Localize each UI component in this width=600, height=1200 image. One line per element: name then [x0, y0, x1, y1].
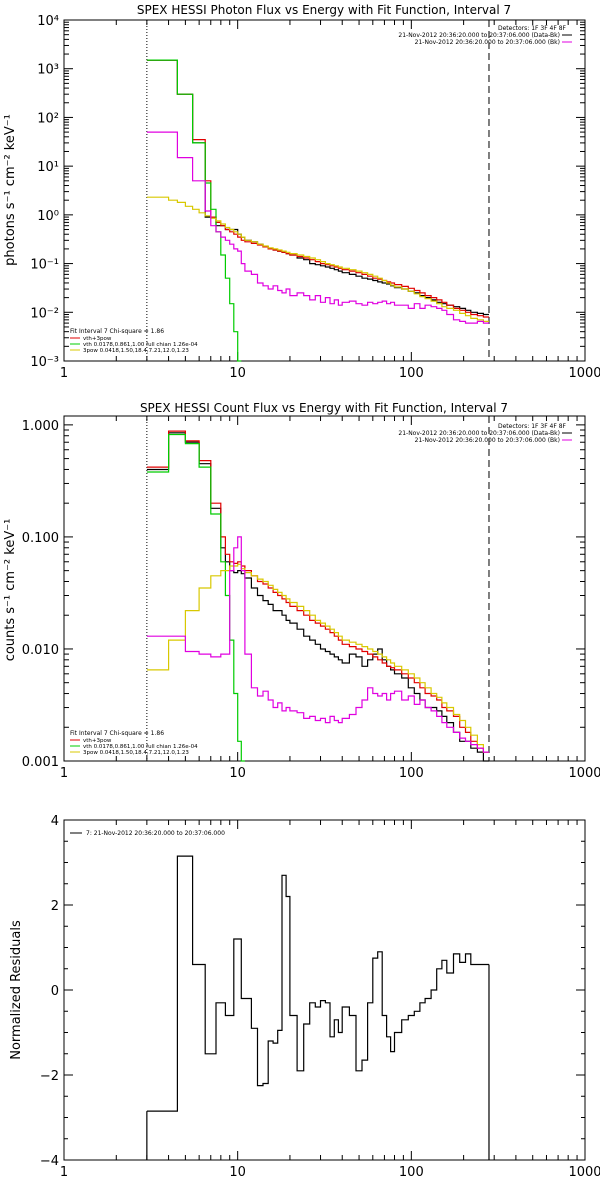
y-tick-label: 10² [37, 111, 59, 126]
photon-flux-legend-bottom-left: Fit Interval 7 Chi-square = 1.86 vth+3po… [70, 328, 198, 354]
y-tick-label: 10³ [37, 63, 59, 78]
x-tick-label: 100 [399, 1165, 424, 1180]
x-tick-label: 100 [399, 766, 424, 781]
count-legend-vth: vth 0.0178,0.861,1.00 full chian 1.26e-0… [83, 744, 198, 750]
count-flux-series [146, 430, 489, 762]
photon-flux-ticks: 1 10 100 1000 10⁻³ 10⁻² 10⁻¹ 10⁰ 10¹ 10² 10³ 10⁴ [30, 14, 600, 381]
photon-flux-series [146, 59, 489, 362]
residuals-plot-frame [63, 819, 586, 1161]
count-flux-ticks: 1 10 100 1000 0.001 0.010 0.100 1.000 [22, 416, 600, 781]
series-7-21-nov-2012-20-36-20-000-to-20-37-06-000 [146, 855, 489, 1112]
y-tick-label: 2 [51, 899, 59, 914]
series-vth-3pow [146, 430, 489, 753]
series-data-bk [146, 59, 489, 316]
photon-legend-fit-header: Fit Interval 7 Chi-square = 1.86 [70, 328, 164, 335]
y-tick-label: 10⁴ [37, 14, 59, 29]
photon-flux-panel: SPEX HESSI Photon Flux vs Energy with Fi… [3, 3, 600, 381]
y-tick-label: 10⁻² [30, 306, 59, 321]
count-legend-detectors: Detectors: 1F 3F 4F 8F [498, 423, 567, 430]
count-legend-bk: 21-Nov-2012 20:36:20.000 to 20:37:06.000… [415, 437, 560, 444]
count-legend-vth3pow: vth+3pow [83, 738, 112, 744]
x-tick-label: 10 [229, 366, 246, 381]
x-tick-label: 1 [60, 766, 68, 781]
y-tick-label: 10⁻³ [30, 355, 59, 370]
photon-legend-3pow: 3pow 0.0418,1.50,18.4,7.21,12.0,1.23 [83, 348, 189, 354]
photon-flux-ylabel: photons s⁻¹ cm⁻² keV⁻¹ [3, 114, 18, 266]
y-tick-label: 0 [51, 984, 59, 999]
x-tick-label: 10 [229, 766, 246, 781]
y-tick-label: 10⁰ [37, 209, 59, 224]
photon-flux-vlines [146, 20, 490, 361]
count-flux-title: SPEX HESSI Count Flux vs Energy with Fit… [140, 401, 508, 415]
series-vth [146, 433, 245, 762]
series-vth-3pow [146, 59, 489, 318]
series-data-bk [146, 432, 489, 762]
series-3pow [146, 563, 489, 753]
x-tick-label: 1 [60, 1165, 68, 1180]
count-flux-plot-frame [63, 415, 586, 762]
series-bk [146, 536, 489, 753]
residuals-series [146, 855, 490, 1160]
series-bk [146, 131, 489, 324]
series-vth [146, 59, 242, 362]
y-tick-label: 1.000 [22, 419, 59, 434]
x-tick-label: 1000 [568, 766, 600, 781]
photon-legend-vth3pow: vth+3pow [83, 336, 112, 342]
y-tick-label: 10¹ [37, 160, 59, 175]
count-legend-fit-header: Fit Interval 7 Chi-square = 1.86 [70, 730, 164, 737]
y-tick-label: −2 [40, 1069, 59, 1084]
photon-legend-detectors: Detectors: 1F 3F 4F 8F [498, 25, 567, 32]
photon-flux-title: SPEX HESSI Photon Flux vs Energy with Fi… [137, 3, 511, 17]
residuals-ticks: 1 10 100 1000 −4 −2 0 2 4 [40, 814, 600, 1180]
photon-legend-vth: vth 0.0178,0.861,1.00 full chian 1.26e-0… [83, 342, 198, 348]
photon-legend-data-bk: 21-Nov-2012 20:36:20.000 to 20:37:06.000… [398, 32, 560, 39]
x-tick-label: 1000 [568, 366, 600, 381]
count-flux-ylabel: counts s⁻¹ cm⁻² keV⁻¹ [3, 519, 18, 662]
residuals-panel: Normalized Residuals 1 10 100 1000 −4 −2 0 2 4 7… [9, 814, 600, 1180]
residuals-legend-label: 7: 21-Nov-2012 20:36:20.000 to 20:37:06.… [86, 830, 225, 837]
series-3pow [146, 196, 489, 322]
photon-legend-bk: 21-Nov-2012 20:36:20.000 to 20:37:06.000… [415, 39, 560, 46]
y-tick-label: −4 [40, 1154, 59, 1169]
y-tick-label: 0.001 [22, 755, 59, 770]
residuals-legend: 7: 21-Nov-2012 20:36:20.000 to 20:37:06.… [70, 830, 225, 837]
y-tick-label: 0.100 [22, 531, 59, 546]
count-flux-legend-bottom-left: Fit Interval 7 Chi-square = 1.86 vth+3po… [70, 730, 198, 756]
count-legend-3pow: 3pow 0.0418,1.50,18.4,7.21,12.0,1.23 [83, 750, 189, 756]
count-flux-panel: SPEX HESSI Count Flux vs Energy with Fit… [3, 401, 600, 781]
photon-flux-plot-frame [63, 19, 586, 362]
x-tick-label: 100 [399, 366, 424, 381]
residuals-ylabel: Normalized Residuals [9, 920, 24, 1060]
x-tick-label: 10 [229, 1165, 246, 1180]
count-flux-vlines [146, 416, 490, 761]
count-flux-legend-top-right: Detectors: 1F 3F 4F 8F 21-Nov-2012 20:36… [398, 423, 572, 444]
y-tick-label: 0.010 [22, 643, 59, 658]
y-tick-label: 4 [51, 814, 59, 829]
y-tick-label: 10⁻¹ [30, 258, 59, 273]
photon-flux-legend-top-right: Detectors: 1F 3F 4F 8F 21-Nov-2012 20:36… [398, 25, 572, 46]
count-legend-data-bk: 21-Nov-2012 20:36:20.000 to 20:37:06.000… [398, 430, 560, 437]
x-tick-label: 1 [60, 366, 68, 381]
x-tick-label: 1000 [568, 1165, 600, 1180]
